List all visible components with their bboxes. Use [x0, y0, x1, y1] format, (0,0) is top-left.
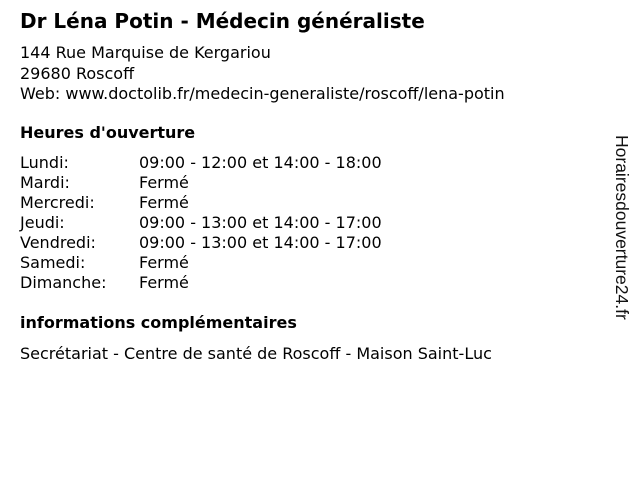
- address-city: 29680 Roscoff: [20, 64, 135, 83]
- website-link[interactable]: Web: www.doctolib.fr/medecin-generaliste…: [20, 84, 505, 103]
- day-label: Lundi:: [20, 153, 69, 172]
- hours-value: Fermé: [139, 273, 189, 292]
- day-label: Dimanche:: [20, 273, 107, 292]
- info-heading: informations complémentaires: [20, 313, 297, 332]
- page-title: Dr Léna Potin - Médecin généraliste: [20, 9, 425, 33]
- day-label: Jeudi:: [20, 213, 65, 232]
- watermark: Horairesdouverture24.fr: [612, 135, 632, 320]
- hours-value: 09:00 - 13:00 et 14:00 - 17:00: [139, 233, 382, 252]
- address-street: 144 Rue Marquise de Kergariou: [20, 43, 271, 62]
- day-label: Mercredi:: [20, 193, 95, 212]
- hours-value: Fermé: [139, 253, 189, 272]
- day-label: Mardi:: [20, 173, 70, 192]
- hours-heading: Heures d'ouverture: [20, 123, 196, 142]
- day-label: Samedi:: [20, 253, 86, 272]
- hours-value: Fermé: [139, 193, 189, 212]
- day-label: Vendredi:: [20, 233, 96, 252]
- hours-value: 09:00 - 12:00 et 14:00 - 18:00: [139, 153, 382, 172]
- hours-value: Fermé: [139, 173, 189, 192]
- info-text: Secrétariat - Centre de santé de Roscoff…: [20, 344, 492, 363]
- hours-value: 09:00 - 13:00 et 14:00 - 17:00: [139, 213, 382, 232]
